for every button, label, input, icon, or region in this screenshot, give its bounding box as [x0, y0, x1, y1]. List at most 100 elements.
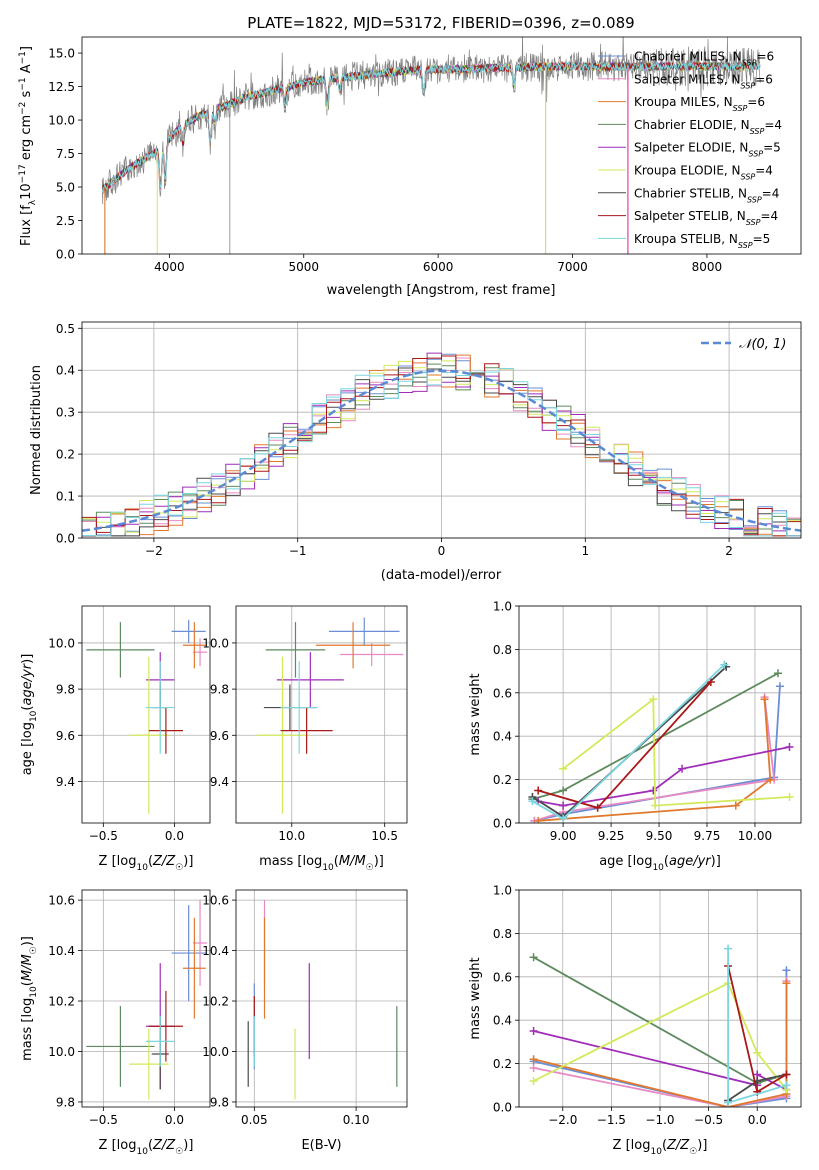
y-tick-label: 10.2: [202, 995, 229, 1009]
x-axis-label: (data-model)/error: [381, 568, 502, 583]
label-part: age/yr: [20, 662, 35, 705]
point-marker: [593, 803, 602, 812]
x-tick-label: −1: [289, 544, 307, 558]
y-axis-label: Normed distribution: [29, 365, 44, 495]
label-part: (data-model)/error: [381, 568, 502, 583]
label-part: (: [20, 981, 35, 986]
y-tick-label: 10.2: [48, 995, 75, 1009]
x-tick-label: 10.0: [278, 829, 305, 843]
legend-sub: SSP: [741, 81, 756, 90]
point-marker: [534, 786, 543, 795]
label-part: Z/Z: [152, 1138, 176, 1153]
plot-area: [86, 619, 208, 814]
y-tick-label: 0.2: [56, 448, 75, 462]
x-tick-label: 7000: [557, 260, 588, 274]
legend-model: Kroupa MILES, N: [634, 95, 733, 109]
y-tick-label: 10.6: [48, 894, 75, 908]
y-tick-label: 10.0: [48, 1045, 75, 1059]
grid: [82, 606, 210, 823]
label-part: ☉: [689, 1147, 697, 1157]
legend-n: =4: [755, 164, 773, 178]
label-part: )]: [697, 1138, 707, 1153]
panel-mass-weight-vs-Z: −2.0 −1.5 −1.0 −0.5 0.0 0.0 0.2 0.4 0.6 0.8 1.0 Z […: [468, 884, 802, 1157]
x-axis-label: E(B-V): [301, 1138, 341, 1153]
point-marker: [782, 1070, 791, 1079]
label-part: (: [20, 706, 35, 711]
hist-salpeter-stelib: [82, 355, 801, 537]
series-line-kroupa-miles: [538, 699, 772, 822]
panel-mass-weight-vs-age: 9.00 9.25 9.50 9.75 10.00 0.0 0.2 0.4 0.6 0.8 1.0 a…: [468, 600, 802, 873]
x-tick-label: 2: [725, 544, 733, 558]
y-tick-label: 9.8: [210, 1095, 229, 1109]
x-tick-label: −1.0: [645, 1113, 674, 1127]
point-marker: [559, 814, 568, 823]
label-part: )]: [183, 1138, 193, 1153]
hist-kroupa-stelib: [82, 368, 801, 537]
label-part: (: [148, 1138, 153, 1153]
axes-frame: [81, 36, 802, 255]
y-tick-label: 0.6: [493, 970, 512, 984]
point-marker: [559, 786, 568, 795]
label-part: mass [log: [259, 854, 322, 869]
label-part: λ: [28, 199, 38, 205]
y-tick-label: 9.6: [210, 729, 229, 743]
legend-sub: SSP: [733, 104, 748, 113]
y-axis-label: Flux [fλ10−17 erg cm−2 s−1 A−1]: [18, 46, 38, 246]
y-axis-label: mass [log10(M/M☉)]: [20, 936, 39, 1061]
panel-mass-vs-Z: −0.5 0.09.810.010.210.410.6Z [log10(Z/Z☉)…: [20, 889, 211, 1157]
y-tick-label: 0.4: [493, 1014, 512, 1028]
y-tick-label: 10.0: [202, 1045, 229, 1059]
axes: 10.0 10.5 9.4 9.6 9.8 10.0 mass [log10(M/M☉)]: [202, 605, 408, 873]
point-marker: [529, 953, 538, 962]
point-marker: [678, 764, 687, 773]
label-part: )]: [20, 936, 35, 946]
panel-spectrum: 4000 5000 6000 7000 8000 0.0 2.5 5.0 7.5 10.0 12.5…: [18, 36, 802, 298]
legend-entry: Kroupa ELODIE, NSSP=4: [634, 164, 773, 182]
y-tick-label: 0.6: [493, 686, 512, 700]
label-part: age [log: [599, 854, 652, 869]
y-tick-label: 0.0: [493, 817, 512, 831]
label-part: −1: [18, 51, 28, 64]
x-axis-label: Z [log10(Z/Z☉)]: [99, 1138, 194, 1157]
y-tick-label: 0.2: [493, 1057, 512, 1071]
point-marker: [706, 677, 715, 686]
legend-sub: SSP: [742, 58, 757, 67]
x-axis-label: wavelength [Angstrom, rest frame]: [327, 283, 556, 298]
plot-area: [528, 660, 794, 823]
label-part: wavelength [Angstrom, rest frame]: [327, 283, 556, 298]
axes: 4000 5000 6000 7000 8000 0.0 2.5 5.0 7.5 10.0 12.5…: [18, 36, 802, 298]
label-part: E(B-V): [301, 1138, 341, 1153]
label-part: age [log: [20, 722, 35, 775]
label-part: )]: [374, 854, 384, 869]
plot-area: [256, 617, 404, 814]
x-tick-label: 8000: [692, 260, 723, 274]
axes: 0.05 0.10 9.8 10.0 10.2 10.4 10.6 E(B-V): [202, 889, 408, 1153]
point-marker: [529, 1063, 538, 1072]
point-marker: [724, 1098, 733, 1107]
point-marker: [782, 1081, 791, 1090]
x-tick-label: 9.25: [598, 829, 625, 843]
panel-age-vs-Z: −0.5 0.09.49.69.810.0Z [log10(Z/Z☉)]age […: [20, 605, 211, 873]
legend-model: Chabrier ELODIE, N: [634, 118, 750, 132]
axes: 9.00 9.25 9.50 9.75 10.00 0.0 0.2 0.4 0.6 0.8 1.0 a…: [468, 600, 802, 873]
label-part: (: [148, 854, 153, 869]
label-part: Z/Z: [666, 1138, 690, 1153]
y-tick-label: 15.0: [48, 47, 75, 61]
legend-n: =4: [764, 118, 782, 132]
label-part: Z [log: [99, 854, 137, 869]
axes-frame: [81, 889, 211, 1108]
y-tick-label: 0.4: [493, 730, 512, 744]
x-tick-label: 0.10: [343, 1113, 370, 1127]
legend-entry: Kroupa STELIB, NSSP=5: [634, 232, 770, 250]
x-tick-label: 0.05: [241, 1113, 268, 1127]
x-tick-label: 0.0: [165, 829, 184, 843]
x-tick-label: −0.5: [89, 1113, 118, 1127]
point-marker: [782, 979, 791, 988]
x-tick-label: 4000: [154, 260, 185, 274]
x-tick-label: 10.5: [371, 829, 398, 843]
y-tick-label: 0.8: [493, 643, 512, 657]
point-marker: [529, 1027, 538, 1036]
label-part: )]: [711, 854, 721, 869]
x-tick-label: −2.0: [548, 1113, 577, 1127]
label-part: −2: [18, 102, 28, 115]
